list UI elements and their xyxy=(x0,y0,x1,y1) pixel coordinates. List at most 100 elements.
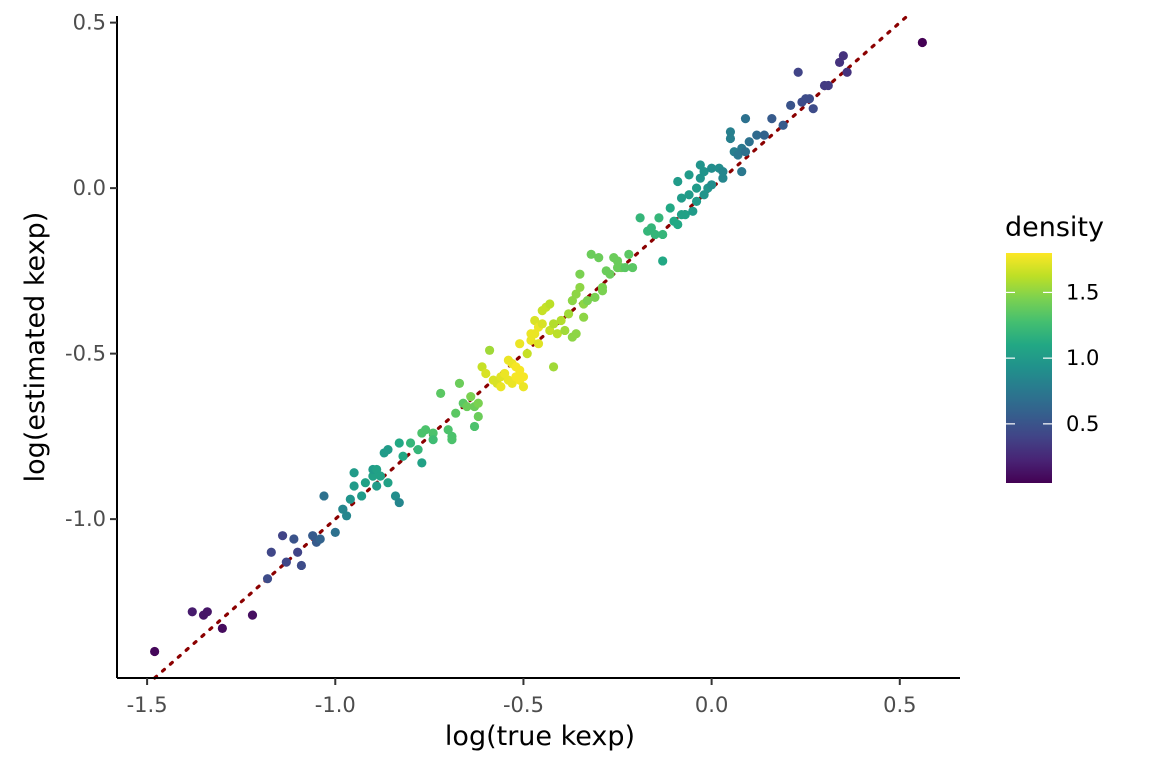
data-point xyxy=(627,262,638,273)
data-point xyxy=(405,438,416,448)
data-point xyxy=(786,100,796,110)
data-point xyxy=(518,382,529,392)
y-axis-ticks: -1.0 -0.5 0.0 0.5 xyxy=(65,11,117,531)
data-point xyxy=(537,319,547,329)
data-point xyxy=(428,435,438,445)
data-point xyxy=(277,531,288,541)
data-point xyxy=(718,173,728,183)
data-point xyxy=(605,269,615,279)
data-point xyxy=(462,401,472,412)
colorbar-tick-label: 0.5 xyxy=(1066,412,1099,436)
data-point xyxy=(707,163,717,173)
data-point xyxy=(744,137,754,147)
data-point xyxy=(341,511,352,521)
data-point xyxy=(725,127,736,137)
data-point xyxy=(481,368,491,379)
data-point xyxy=(187,607,197,617)
data-point xyxy=(752,130,762,140)
data-point xyxy=(451,408,461,418)
data-point xyxy=(319,491,329,501)
data-point xyxy=(556,315,566,326)
data-point xyxy=(767,114,777,124)
data-point xyxy=(688,206,698,216)
x-tick-label: -1.0 xyxy=(315,693,356,717)
data-point xyxy=(372,481,382,491)
data-point xyxy=(676,193,687,203)
data-point xyxy=(518,372,529,382)
points-layer xyxy=(150,37,927,657)
data-point xyxy=(624,249,634,259)
data-point xyxy=(650,229,660,240)
data-point xyxy=(579,312,589,322)
data-point xyxy=(357,491,367,501)
data-point xyxy=(150,646,160,657)
data-point xyxy=(759,130,769,140)
y-tick-label: -1.0 xyxy=(65,507,106,531)
data-point xyxy=(447,431,457,441)
x-axis-ticks: -1.5 -1.0 -0.5 0.0 0.5 xyxy=(127,678,916,717)
y-tick-label: 0.5 xyxy=(73,11,106,35)
data-point xyxy=(247,610,258,620)
data-point xyxy=(394,438,404,448)
data-point xyxy=(533,339,544,349)
data-point xyxy=(375,471,386,481)
data-point xyxy=(917,37,927,48)
data-point xyxy=(454,378,465,389)
data-point xyxy=(725,133,736,144)
data-point xyxy=(684,190,694,200)
data-point xyxy=(315,534,325,544)
density-legend: density 0.5 1.0 1.5 xyxy=(1005,212,1104,483)
data-point xyxy=(673,176,683,187)
data-point xyxy=(654,213,664,223)
data-point xyxy=(740,147,751,157)
x-axis-title: log(true kexp) xyxy=(445,721,635,752)
data-point xyxy=(349,468,359,478)
data-point xyxy=(778,120,788,130)
data-point xyxy=(740,114,751,124)
data-point xyxy=(436,388,446,398)
data-point xyxy=(360,478,370,488)
data-point xyxy=(699,166,709,177)
data-point xyxy=(658,256,668,266)
data-point xyxy=(552,329,562,339)
data-point xyxy=(673,219,683,230)
data-point xyxy=(293,547,303,557)
data-point xyxy=(522,349,532,359)
data-point xyxy=(281,557,291,567)
data-point xyxy=(349,481,359,491)
legend-title: density xyxy=(1005,212,1104,243)
data-point xyxy=(597,286,608,296)
data-point xyxy=(420,425,431,435)
data-point xyxy=(684,170,694,180)
data-point xyxy=(262,574,273,584)
x-tick-label: 0.5 xyxy=(883,693,916,717)
data-point xyxy=(266,547,276,557)
data-point xyxy=(590,292,600,302)
y-tick-label: 0.0 xyxy=(73,176,106,200)
data-point xyxy=(466,392,476,402)
data-point xyxy=(345,494,355,504)
data-point xyxy=(296,560,307,571)
colorbar-ticks: 0.5 1.0 1.5 xyxy=(1006,280,1099,436)
data-point xyxy=(707,180,717,190)
data-point xyxy=(842,67,852,77)
data-point xyxy=(383,478,393,488)
data-point xyxy=(394,497,404,508)
data-point xyxy=(560,325,570,336)
data-point xyxy=(383,445,393,455)
data-point xyxy=(398,451,408,461)
data-point xyxy=(793,67,803,77)
data-point xyxy=(620,262,630,273)
data-point xyxy=(473,411,483,422)
data-point xyxy=(680,210,690,220)
data-point xyxy=(545,299,555,309)
data-point xyxy=(804,94,815,104)
data-point xyxy=(417,458,427,468)
data-point xyxy=(496,382,506,392)
data-point xyxy=(575,282,585,293)
data-point xyxy=(823,80,833,91)
data-point xyxy=(691,183,702,193)
data-point xyxy=(289,534,299,544)
data-point xyxy=(594,253,604,263)
